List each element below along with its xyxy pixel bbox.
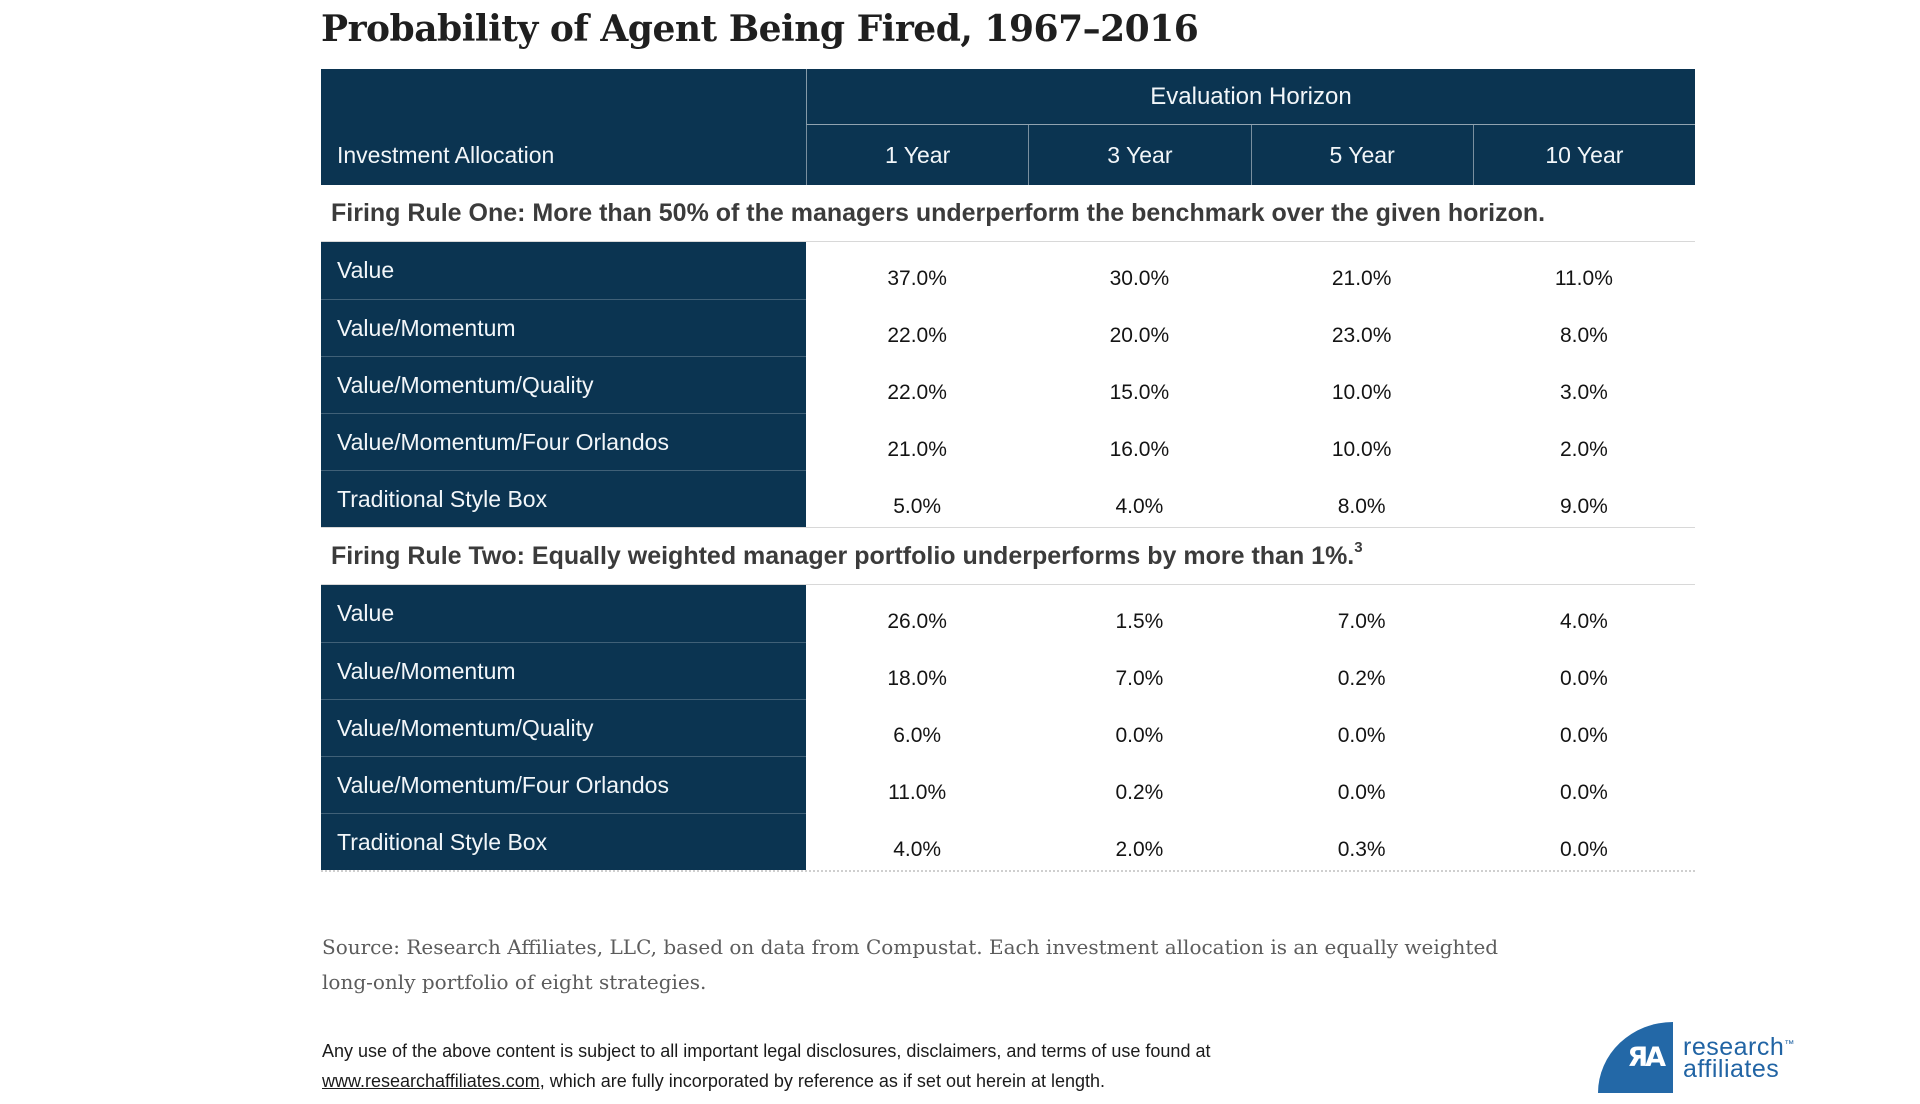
cell-value: 16.0% [1109, 437, 1170, 461]
cell-value: 3.0% [1559, 380, 1608, 404]
header-blank-cell [321, 69, 806, 125]
section-firing-rule-one: Value 37.0% 30.0% 21.0% 11.0% Value/Mome… [321, 242, 1695, 528]
cell-value: 10.0% [1331, 437, 1392, 461]
section-heading-text: Firing Rule One: More than 50% of the ma… [331, 198, 1546, 227]
table-row: Value/Momentum/Quality 6.0% 0.0% 0.0% 0.… [321, 699, 1695, 756]
probability-table: Evaluation Horizon Investment Allocation… [321, 69, 1695, 872]
cell-value: 8.0% [1337, 494, 1386, 518]
cell-value: 0.3% [1337, 837, 1386, 861]
table-row: Traditional Style Box 5.0% 4.0% 8.0% 9.0… [321, 470, 1695, 527]
cell-value: 22.0% [887, 380, 947, 404]
research-affiliates-logo: ЯA research™ affiliates [1598, 1022, 1795, 1093]
cell-value: 5.0% [893, 494, 942, 518]
cell-value: 21.0% [1331, 266, 1392, 290]
table-row: Value 37.0% 30.0% 21.0% 11.0% [321, 242, 1695, 299]
cell-value: 0.2% [1337, 666, 1386, 690]
logo-monogram: ЯA [1627, 1042, 1666, 1073]
cell-value: 0.0% [1337, 780, 1386, 804]
table-row: Traditional Style Box 4.0% 2.0% 0.3% 0.0… [321, 813, 1695, 870]
cell-value: 26.0% [887, 609, 947, 633]
section-heading-firing-rule-one: Firing Rule One: More than 50% of the ma… [321, 185, 1695, 242]
header-col-5-year: 5 Year [1250, 125, 1473, 185]
logo-word-affiliates: affiliates [1683, 1054, 1780, 1083]
researchaffiliates-link[interactable]: www.researchaffiliates.com [322, 1071, 540, 1091]
cell-value: 11.0% [1554, 266, 1613, 290]
table-row: Value/Momentum/Four Orlandos 11.0% 0.2% … [321, 756, 1695, 813]
cell-value: 8.0% [1559, 323, 1608, 347]
cell-value: 1.5% [1115, 609, 1164, 633]
row-label: Value [321, 242, 806, 299]
table-row: Value 26.0% 1.5% 7.0% 4.0% [321, 585, 1695, 642]
table-row: Value/Momentum/Quality 22.0% 15.0% 10.0%… [321, 356, 1695, 413]
cell-value: 10.0% [1331, 380, 1392, 404]
source-note: Source: Research Affiliates, LLC, based … [322, 930, 1602, 1000]
cell-value: 6.0% [893, 723, 942, 747]
cell-value: 0.0% [1559, 837, 1608, 861]
row-label: Value/Momentum/Quality [321, 356, 806, 413]
table-row: Value/Momentum/Four Orlandos 21.0% 16.0%… [321, 413, 1695, 470]
cell-value: 15.0% [1109, 380, 1170, 404]
logo-word-research: research™ [1683, 1032, 1795, 1061]
logo-shape-icon: ЯA [1598, 1022, 1673, 1093]
cell-value: 11.0% [888, 780, 947, 804]
cell-value: 0.0% [1559, 723, 1608, 747]
legal-line-1: Any use of the above content is subject … [322, 1041, 1211, 1061]
row-label: Value/Momentum [321, 299, 806, 356]
row-label: Value/Momentum/Four Orlandos [321, 413, 806, 470]
row-label: Value/Momentum [321, 642, 806, 699]
cell-value: 2.0% [1115, 837, 1164, 861]
logo-wordmark: research™ affiliates [1683, 1032, 1795, 1083]
cell-value: 7.0% [1115, 666, 1164, 690]
legal-line-2-rest: , which are fully incorporated by refere… [539, 1071, 1106, 1091]
cell-value: 9.0% [1559, 494, 1608, 518]
cell-value: 0.0% [1559, 666, 1608, 690]
trademark-symbol: ™ [1784, 1038, 1795, 1050]
section-heading-firing-rule-two: Firing Rule Two: Equally weighted manage… [321, 528, 1695, 585]
page-title: Probability of Agent Being Fired, 1967–2… [321, 8, 1199, 50]
legal-disclaimer: Any use of the above content is subject … [322, 1036, 1522, 1096]
row-label: Traditional Style Box [321, 470, 806, 527]
header-col-3-year: 3 Year [1028, 125, 1250, 185]
row-label: Traditional Style Box [321, 813, 806, 870]
cell-value: 20.0% [1109, 323, 1170, 347]
header-investment-allocation: Investment Allocation [337, 141, 555, 168]
source-line-2: long-only portfolio of eight strategies. [322, 970, 707, 994]
cell-value: 2.0% [1559, 437, 1608, 461]
legal-line-2: www.researchaffiliates.com, which are fu… [322, 1066, 1522, 1096]
cell-value: 23.0% [1331, 323, 1392, 347]
cell-value: 4.0% [1115, 494, 1164, 518]
table-header: Evaluation Horizon Investment Allocation… [321, 69, 1695, 185]
cell-value: 4.0% [1559, 609, 1608, 633]
cell-value: 0.0% [1337, 723, 1386, 747]
source-line-1: Source: Research Affiliates, LLC, based … [322, 935, 1499, 959]
row-label: Value [321, 585, 806, 642]
row-label: Value/Momentum/Four Orlandos [321, 756, 806, 813]
cell-value: 18.0% [887, 666, 947, 690]
section-firing-rule-two: Value 26.0% 1.5% 7.0% 4.0% Value/Momentu… [321, 585, 1695, 872]
cell-value: 37.0% [887, 266, 947, 290]
section-heading-text: Firing Rule Two: Equally weighted manage… [331, 541, 1355, 570]
cell-value: 0.0% [1559, 780, 1608, 804]
cell-value: 4.0% [893, 837, 942, 861]
footnote-marker: 3 [1354, 538, 1363, 556]
cell-value: 30.0% [1109, 266, 1170, 290]
row-label: Value/Momentum/Quality [321, 699, 806, 756]
header-col-1-year: 1 Year [806, 125, 1028, 185]
cell-value: 0.2% [1115, 780, 1164, 804]
cell-value: 0.0% [1115, 723, 1164, 747]
cell-value: 21.0% [887, 437, 947, 461]
cell-value: 7.0% [1337, 609, 1386, 633]
table-row: Value/Momentum 18.0% 7.0% 0.2% 0.0% [321, 642, 1695, 699]
table-row: Value/Momentum 22.0% 20.0% 23.0% 8.0% [321, 299, 1695, 356]
header-col-10-year: 10 Year [1472, 125, 1695, 185]
cell-value: 22.0% [887, 323, 947, 347]
header-evaluation-horizon: Evaluation Horizon [806, 69, 1695, 125]
